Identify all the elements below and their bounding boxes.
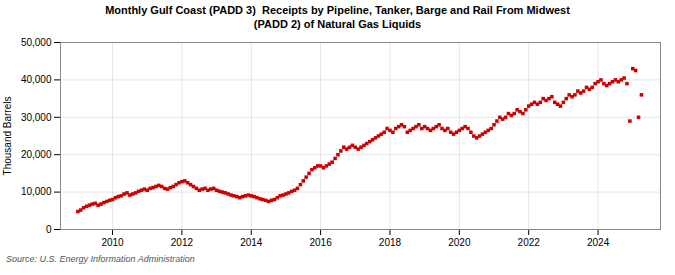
html-text:Source: U.S. Energy Informatio: Source: U.S. Energy Information Administ…	[6, 253, 195, 264]
svg-text:0: 0	[46, 223, 52, 234]
svg-text:Thousand Barrels: Thousand Barrels	[2, 96, 13, 175]
svg-text:50,000: 50,000	[21, 36, 52, 47]
svg-text:2022: 2022	[518, 236, 541, 247]
svg-text:40,000: 40,000	[21, 74, 52, 85]
svg-text:20,000: 20,000	[21, 148, 52, 159]
svg-text:2014: 2014	[240, 236, 263, 247]
svg-text:2010: 2010	[101, 236, 124, 247]
svg-text:2016: 2016	[309, 236, 332, 247]
svg-text:2018: 2018	[379, 236, 402, 247]
html-text:Monthly Gulf Coast (PADD 3) Re: Monthly Gulf Coast (PADD 3) Receipts by …	[105, 4, 570, 31]
svg-text:10,000: 10,000	[21, 186, 52, 197]
svg-text:2020: 2020	[448, 236, 471, 247]
svg-text:30,000: 30,000	[21, 111, 52, 122]
svg-text:2024: 2024	[587, 236, 610, 247]
svg-text:2012: 2012	[171, 236, 194, 247]
